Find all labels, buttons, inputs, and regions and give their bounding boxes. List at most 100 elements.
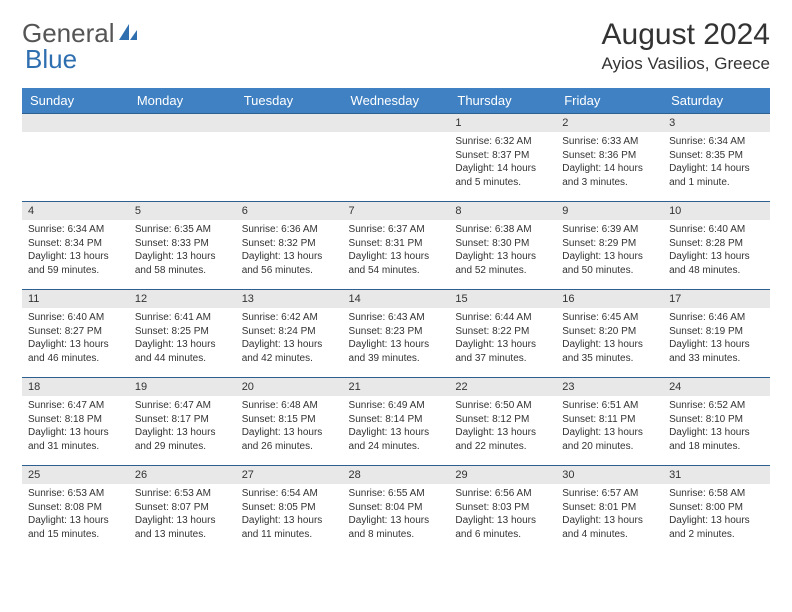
sunset-text: Sunset: 8:01 PM [562, 501, 657, 515]
day-details: Sunrise: 6:47 AMSunset: 8:18 PMDaylight:… [22, 396, 129, 457]
day-cell: 4Sunrise: 6:34 AMSunset: 8:34 PMDaylight… [22, 202, 129, 290]
sunset-text: Sunset: 8:24 PM [242, 325, 337, 339]
day-details: Sunrise: 6:33 AMSunset: 8:36 PMDaylight:… [556, 132, 663, 193]
day-header: Friday [556, 88, 663, 114]
month-title: August 2024 [602, 18, 771, 52]
sunset-text: Sunset: 8:12 PM [455, 413, 550, 427]
daylight-text: Daylight: 13 hours and 18 minutes. [669, 426, 764, 453]
day-cell: 16Sunrise: 6:45 AMSunset: 8:20 PMDayligh… [556, 290, 663, 378]
week-row: 1Sunrise: 6:32 AMSunset: 8:37 PMDaylight… [22, 114, 770, 202]
day-cell: 3Sunrise: 6:34 AMSunset: 8:35 PMDaylight… [663, 114, 770, 202]
daylight-text: Daylight: 13 hours and 46 minutes. [28, 338, 123, 365]
day-number: 30 [556, 466, 663, 484]
day-number: 26 [129, 466, 236, 484]
sunset-text: Sunset: 8:31 PM [349, 237, 444, 251]
day-header: Sunday [22, 88, 129, 114]
sunrise-text: Sunrise: 6:54 AM [242, 487, 337, 501]
sunrise-text: Sunrise: 6:44 AM [455, 311, 550, 325]
sunrise-text: Sunrise: 6:50 AM [455, 399, 550, 413]
week-row: 4Sunrise: 6:34 AMSunset: 8:34 PMDaylight… [22, 202, 770, 290]
sunset-text: Sunset: 8:00 PM [669, 501, 764, 515]
header: General August 2024 Ayios Vasilios, Gree… [22, 18, 770, 74]
day-details: Sunrise: 6:48 AMSunset: 8:15 PMDaylight:… [236, 396, 343, 457]
sunrise-text: Sunrise: 6:53 AM [28, 487, 123, 501]
sunrise-text: Sunrise: 6:37 AM [349, 223, 444, 237]
daylight-text: Daylight: 14 hours and 1 minute. [669, 162, 764, 189]
day-details: Sunrise: 6:34 AMSunset: 8:35 PMDaylight:… [663, 132, 770, 193]
day-details: Sunrise: 6:54 AMSunset: 8:05 PMDaylight:… [236, 484, 343, 545]
day-header: Saturday [663, 88, 770, 114]
day-number-empty [343, 114, 450, 132]
daylight-text: Daylight: 13 hours and 44 minutes. [135, 338, 230, 365]
sunrise-text: Sunrise: 6:47 AM [135, 399, 230, 413]
day-number: 21 [343, 378, 450, 396]
sunset-text: Sunset: 8:10 PM [669, 413, 764, 427]
day-number-empty [22, 114, 129, 132]
daylight-text: Daylight: 13 hours and 33 minutes. [669, 338, 764, 365]
day-number: 12 [129, 290, 236, 308]
sunset-text: Sunset: 8:30 PM [455, 237, 550, 251]
sunrise-text: Sunrise: 6:52 AM [669, 399, 764, 413]
day-details: Sunrise: 6:56 AMSunset: 8:03 PMDaylight:… [449, 484, 556, 545]
day-cell: 31Sunrise: 6:58 AMSunset: 8:00 PMDayligh… [663, 466, 770, 554]
sunrise-text: Sunrise: 6:48 AM [242, 399, 337, 413]
day-number: 23 [556, 378, 663, 396]
day-details: Sunrise: 6:52 AMSunset: 8:10 PMDaylight:… [663, 396, 770, 457]
day-details: Sunrise: 6:34 AMSunset: 8:34 PMDaylight:… [22, 220, 129, 281]
day-cell: 20Sunrise: 6:48 AMSunset: 8:15 PMDayligh… [236, 378, 343, 466]
daylight-text: Daylight: 13 hours and 31 minutes. [28, 426, 123, 453]
day-header: Wednesday [343, 88, 450, 114]
day-number: 29 [449, 466, 556, 484]
day-cell: 30Sunrise: 6:57 AMSunset: 8:01 PMDayligh… [556, 466, 663, 554]
daylight-text: Daylight: 13 hours and 20 minutes. [562, 426, 657, 453]
day-cell: 11Sunrise: 6:40 AMSunset: 8:27 PMDayligh… [22, 290, 129, 378]
day-cell [236, 114, 343, 202]
daylight-text: Daylight: 13 hours and 2 minutes. [669, 514, 764, 541]
day-number-empty [236, 114, 343, 132]
daylight-text: Daylight: 13 hours and 58 minutes. [135, 250, 230, 277]
day-cell: 15Sunrise: 6:44 AMSunset: 8:22 PMDayligh… [449, 290, 556, 378]
sunset-text: Sunset: 8:37 PM [455, 149, 550, 163]
sunrise-text: Sunrise: 6:47 AM [28, 399, 123, 413]
week-row: 11Sunrise: 6:40 AMSunset: 8:27 PMDayligh… [22, 290, 770, 378]
day-details: Sunrise: 6:35 AMSunset: 8:33 PMDaylight:… [129, 220, 236, 281]
daylight-text: Daylight: 13 hours and 50 minutes. [562, 250, 657, 277]
day-number: 20 [236, 378, 343, 396]
sail-icon [117, 18, 139, 49]
day-cell: 18Sunrise: 6:47 AMSunset: 8:18 PMDayligh… [22, 378, 129, 466]
day-cell: 27Sunrise: 6:54 AMSunset: 8:05 PMDayligh… [236, 466, 343, 554]
day-details: Sunrise: 6:53 AMSunset: 8:08 PMDaylight:… [22, 484, 129, 545]
sunset-text: Sunset: 8:03 PM [455, 501, 550, 515]
sunrise-text: Sunrise: 6:39 AM [562, 223, 657, 237]
day-details: Sunrise: 6:45 AMSunset: 8:20 PMDaylight:… [556, 308, 663, 369]
day-cell [343, 114, 450, 202]
sunset-text: Sunset: 8:17 PM [135, 413, 230, 427]
location: Ayios Vasilios, Greece [602, 54, 771, 74]
sunrise-text: Sunrise: 6:51 AM [562, 399, 657, 413]
day-details: Sunrise: 6:38 AMSunset: 8:30 PMDaylight:… [449, 220, 556, 281]
sunset-text: Sunset: 8:36 PM [562, 149, 657, 163]
day-details: Sunrise: 6:50 AMSunset: 8:12 PMDaylight:… [449, 396, 556, 457]
daylight-text: Daylight: 13 hours and 26 minutes. [242, 426, 337, 453]
daylight-text: Daylight: 14 hours and 5 minutes. [455, 162, 550, 189]
daylight-text: Daylight: 13 hours and 37 minutes. [455, 338, 550, 365]
day-cell: 25Sunrise: 6:53 AMSunset: 8:08 PMDayligh… [22, 466, 129, 554]
day-details: Sunrise: 6:32 AMSunset: 8:37 PMDaylight:… [449, 132, 556, 193]
day-number-empty [129, 114, 236, 132]
day-details: Sunrise: 6:58 AMSunset: 8:00 PMDaylight:… [663, 484, 770, 545]
day-number: 2 [556, 114, 663, 132]
day-number: 18 [22, 378, 129, 396]
day-cell [129, 114, 236, 202]
sunrise-text: Sunrise: 6:40 AM [669, 223, 764, 237]
sunrise-text: Sunrise: 6:55 AM [349, 487, 444, 501]
sunrise-text: Sunrise: 6:45 AM [562, 311, 657, 325]
day-number: 7 [343, 202, 450, 220]
sunset-text: Sunset: 8:28 PM [669, 237, 764, 251]
daylight-text: Daylight: 13 hours and 54 minutes. [349, 250, 444, 277]
day-cell: 19Sunrise: 6:47 AMSunset: 8:17 PMDayligh… [129, 378, 236, 466]
day-cell: 29Sunrise: 6:56 AMSunset: 8:03 PMDayligh… [449, 466, 556, 554]
daylight-text: Daylight: 13 hours and 8 minutes. [349, 514, 444, 541]
day-number: 5 [129, 202, 236, 220]
week-row: 25Sunrise: 6:53 AMSunset: 8:08 PMDayligh… [22, 466, 770, 554]
sunrise-text: Sunrise: 6:53 AM [135, 487, 230, 501]
